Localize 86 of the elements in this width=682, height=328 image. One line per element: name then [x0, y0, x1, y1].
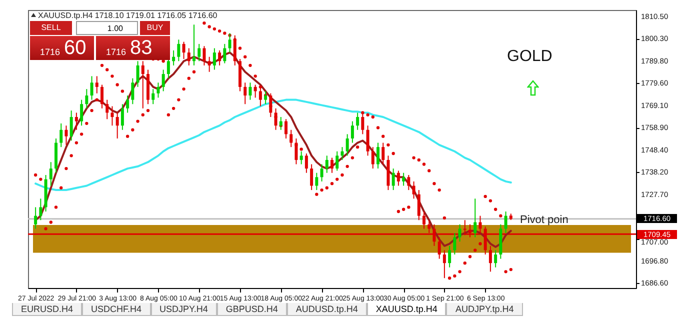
- candlestick: [422, 211, 426, 230]
- candlestick: [376, 142, 380, 170]
- candlestick: [504, 211, 508, 234]
- annotation: SELL: [30, 21, 72, 35]
- text: GBPUSD.H4: [216, 303, 287, 316]
- candlestick: [330, 157, 334, 174]
- candlestick: [136, 60, 140, 88]
- candlestick: [396, 170, 400, 186]
- candlestick: [346, 134, 349, 156]
- candlestick: [208, 56, 211, 72]
- candlestick: [448, 245, 452, 268]
- candlestick: [110, 106, 114, 126]
- candlestick: [248, 82, 252, 100]
- candlestick: [74, 112, 78, 130]
- candlestick: [356, 112, 360, 130]
- candlestick: [340, 146, 344, 160]
- candlestick: [177, 39, 180, 62]
- candlestick: [49, 162, 52, 186]
- candlestick: [90, 76, 94, 100]
- candlestick: [407, 174, 410, 191]
- candlestick: [212, 48, 216, 70]
- candlestick: [325, 155, 328, 174]
- candlestick: [162, 69, 165, 92]
- candlestick: [152, 88, 155, 105]
- annotation: Pivot poin: [520, 214, 568, 226]
- candlestick: [412, 180, 416, 200]
- candlestick: [70, 110, 73, 142]
- candlestick: [300, 150, 303, 165]
- candlestick: [202, 46, 206, 66]
- candlestick: [320, 164, 324, 182]
- candlestick: [64, 125, 68, 146]
- candlestick: [85, 88, 88, 109]
- candlestick: [474, 198, 477, 238]
- candlestick: [336, 150, 339, 172]
- candlestick: [350, 120, 354, 144]
- candlestick: [453, 232, 456, 255]
- candlestick: [315, 172, 318, 191]
- candlestick: [39, 198, 42, 221]
- candlestick: [310, 164, 314, 191]
- candlestick: [120, 104, 124, 130]
- candlestick: [95, 76, 98, 94]
- candlestick: [156, 82, 160, 98]
- candlestick: [100, 84, 104, 109]
- candlestick: [494, 250, 498, 268]
- annotation: BUY: [140, 21, 170, 35]
- candlestick: [172, 50, 176, 66]
- number-field: 1.00: [76, 21, 138, 35]
- candlestick: [371, 146, 374, 170]
- candlestick: [304, 153, 308, 174]
- candlestick: [382, 142, 385, 165]
- candlestick: [488, 245, 492, 272]
- annotation: 1716: [106, 47, 126, 57]
- candlestick: [218, 50, 222, 66]
- candlestick: [116, 112, 119, 139]
- candlestick: [402, 172, 406, 186]
- candlestick: [141, 60, 144, 109]
- text: AUDJPY.tp.H4: [446, 303, 523, 316]
- annotation: 60: [64, 37, 86, 60]
- candlestick: [131, 78, 134, 105]
- candlestick: [182, 41, 186, 60]
- candlestick: [366, 125, 370, 156]
- candlestick: [223, 43, 226, 64]
- annotation: 83: [130, 37, 152, 60]
- candlestick: [60, 122, 63, 148]
- candlestick: [106, 99, 109, 120]
- candlestick: [244, 82, 247, 105]
- candlestick: [392, 168, 395, 191]
- candlestick: [126, 95, 130, 114]
- chart-title: XAUUSD.tp.H4 1718.10 1719.01 1716.05 1716.60: [38, 11, 218, 20]
- candlestick: [458, 224, 462, 242]
- candlestick: [417, 190, 420, 221]
- text: EURUSD.H4: [12, 303, 82, 316]
- candlestick: [442, 250, 446, 279]
- candlestick: [254, 84, 257, 98]
- candlestick: [438, 236, 441, 260]
- annotation: 1716: [40, 47, 60, 57]
- text: USDCHF.H4: [82, 303, 151, 316]
- text: XAUUSD.tp.H4: [366, 303, 446, 316]
- candlestick: [80, 99, 84, 126]
- candlestick: [198, 43, 201, 62]
- candlestick: [34, 206, 38, 230]
- text: USDJPY.H4: [150, 303, 217, 316]
- annotation: GOLD: [507, 48, 552, 66]
- candlestick: [187, 48, 190, 66]
- text: AUDUSD.tp.H4: [286, 303, 367, 316]
- candlestick: [192, 24, 196, 66]
